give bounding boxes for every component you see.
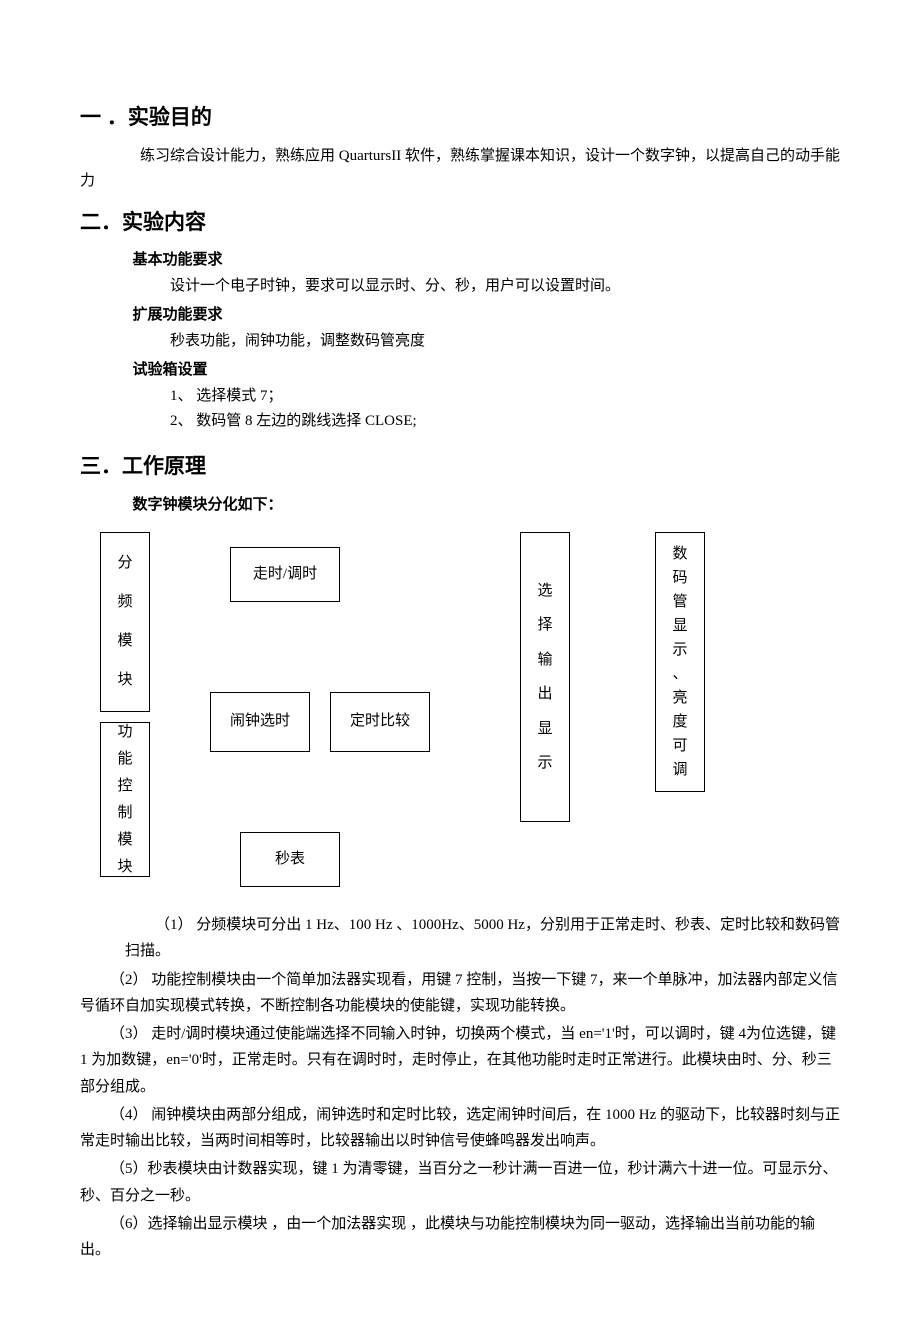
para-4: （4） 闹钟模块由两部分组成，闹钟选时和定时比较，选定闹钟时间后，在 1000 … <box>80 1102 840 1155</box>
extended-heading: 扩展功能要求 <box>133 303 841 329</box>
box-alarm-set: 闹钟选时 <box>210 692 310 752</box>
box-display: 数 码 管 显 示 、 亮 度 可 调 <box>655 532 705 792</box>
box-freq-div: 分 频 模 块 <box>100 532 150 712</box>
section1-intro: 练习综合设计能力，熟练应用 QuartursII 软件，熟练掌握课本知识，设计一… <box>80 144 840 195</box>
section3-title: 三．工作原理 <box>80 449 840 485</box>
box-stopwatch: 秒表 <box>240 832 340 887</box>
para-3: （3） 走时/调时模块通过使能端选择不同输入时钟，切换两个模式，当 en='1'… <box>80 1021 840 1100</box>
para-5: （5）秒表模块由计数器实现，键 1 为清零键，当百分之一秒计满一百进一位，秒计满… <box>80 1156 840 1209</box>
box-freq-div-label: 分 <box>117 544 132 583</box>
box-select-output: 选 择 输 出 显 示 <box>520 532 570 822</box>
section2-title: 二．实验内容 <box>80 205 840 241</box>
para-6: （6）选择输出显示模块 ，由一个加法器实现 ，此模块与功能控制模块为同一驱动，选… <box>80 1211 840 1264</box>
basic-heading: 基本功能要求 <box>133 248 841 274</box>
box-func-ctrl: 功 能 控 制 模 块 <box>100 722 150 877</box>
module-title: 数字钟模块分化如下： <box>133 493 841 519</box>
setup-item2: 2、 数码管 8 左边的跳线选择 CLOSE; <box>170 409 840 435</box>
setup-item1: 1、 选择模式 7； <box>170 384 840 410</box>
setup-heading: 试验箱设置 <box>133 358 841 384</box>
section1-title: 一 ．实验目的 <box>80 100 840 136</box>
basic-content: 设计一个电子时钟，要求可以显示时、分、秒，用户可以设置时间。 <box>170 274 840 300</box>
box-clock-adjust: 走时/调时 <box>230 547 340 602</box>
para-1: （1） 分频模块可分出 1 Hz、100 Hz 、1000Hz、5000 Hz，… <box>80 912 840 965</box>
extended-content: 秒表功能，闹钟功能，调整数码管亮度 <box>170 329 840 355</box>
module-diagram: 分 频 模 块 功 能 控 制 模 块 走时/调时 闹钟选时 定时比较 秒表 选… <box>100 532 720 892</box>
box-timer-compare: 定时比较 <box>330 692 430 752</box>
para-2: （2） 功能控制模块由一个简单加法器实现看，用键 7 控制，当按一下键 7，来一… <box>80 967 840 1020</box>
